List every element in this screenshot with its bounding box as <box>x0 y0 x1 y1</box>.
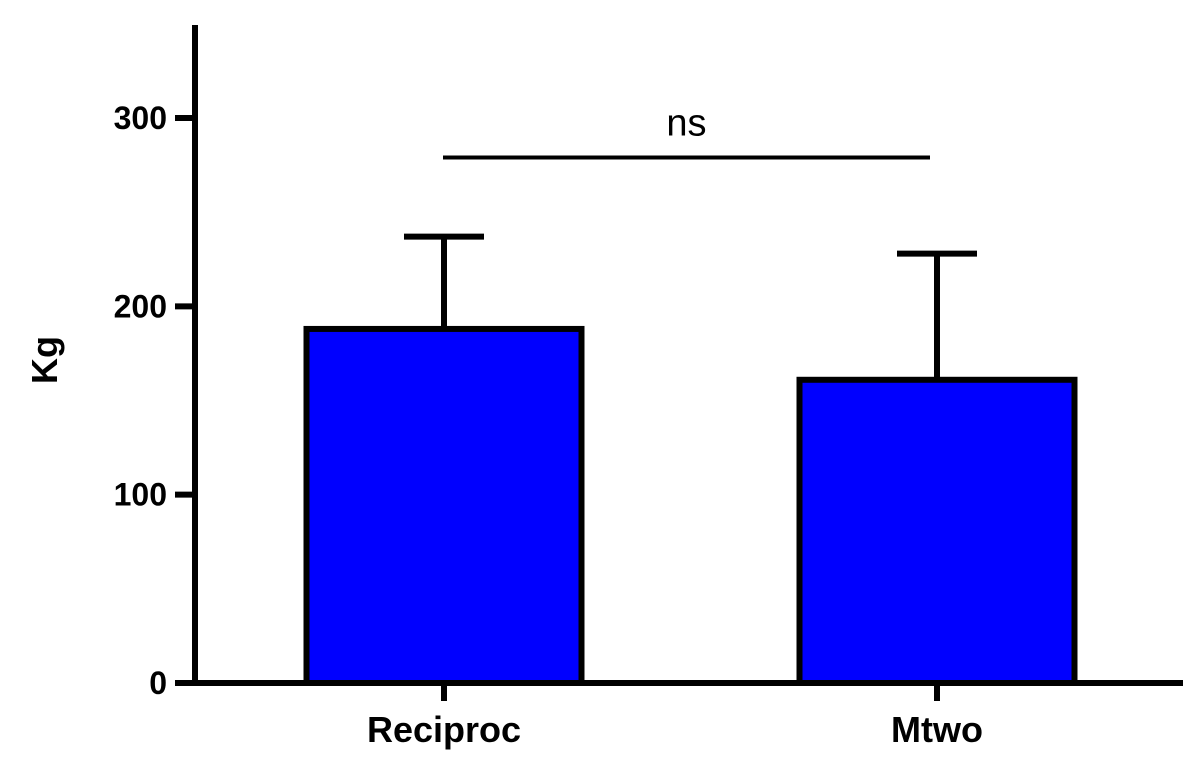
significance-label: ns <box>666 103 706 145</box>
y-tick-label-100: 100 <box>114 477 167 513</box>
y-axis-title: Kg <box>24 336 65 384</box>
y-tick-label-200: 200 <box>114 288 167 324</box>
chart-axes: 0 100 200 300 Reciproc Mtwo <box>114 25 1183 750</box>
chart-marks: ns <box>303 103 1078 686</box>
bar-reciproc <box>303 325 585 686</box>
bar-mtwo <box>796 376 1078 686</box>
y-tick-label-0: 0 <box>149 665 167 701</box>
x-tick-label-mtwo: Mtwo <box>891 709 983 750</box>
x-tick-label-reciproc: Reciproc <box>367 709 521 750</box>
y-tick-label-300: 300 <box>114 100 167 136</box>
